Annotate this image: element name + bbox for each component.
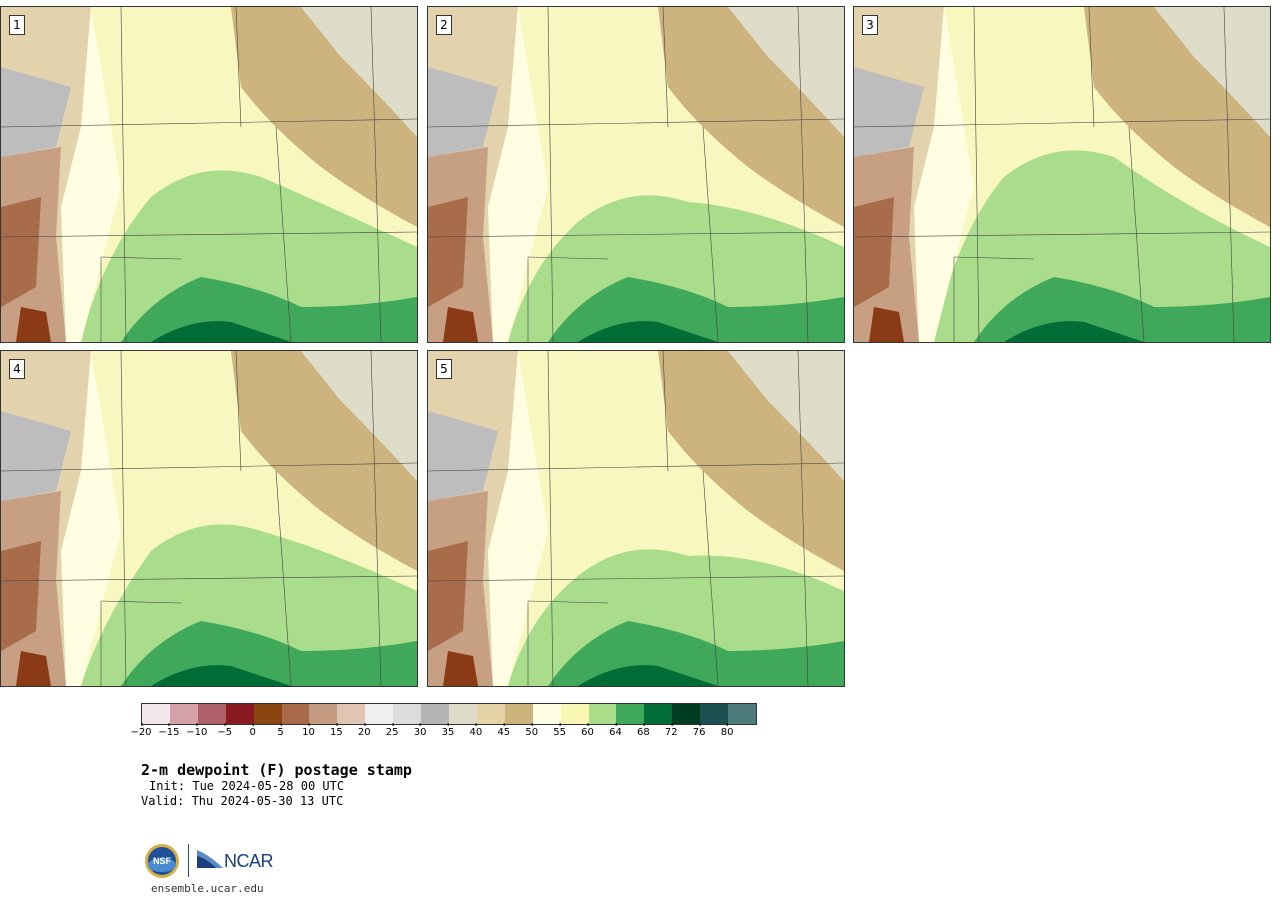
ensemble-member-map-2: 2 bbox=[427, 6, 845, 343]
colorbar-swatch bbox=[309, 704, 338, 724]
dewpoint-map bbox=[428, 351, 844, 686]
colorbar-swatch bbox=[728, 704, 756, 724]
nsf-logo-icon: NSF bbox=[145, 844, 179, 878]
colorbar-swatch bbox=[393, 704, 422, 724]
colorbar-tick-label: 80 bbox=[720, 723, 734, 738]
valid-time: Valid: Thu 2024-05-30 13 UTC bbox=[141, 794, 344, 808]
colorbar-swatch bbox=[142, 704, 170, 724]
colorbar-tick-label: 10 bbox=[302, 723, 315, 738]
colorbar-swatch bbox=[169, 704, 198, 724]
colorbar-swatch bbox=[337, 704, 366, 724]
colorbar-swatch bbox=[365, 704, 394, 724]
colorbar-swatch bbox=[504, 704, 533, 724]
colorbar-swatch bbox=[476, 704, 505, 724]
init-time: Init: Tue 2024-05-28 00 UTC bbox=[149, 779, 345, 793]
dewpoint-map bbox=[1, 7, 417, 342]
colorbar-swatch bbox=[421, 704, 449, 724]
colorbar-swatch bbox=[448, 704, 477, 724]
colorbar-swatch bbox=[532, 704, 561, 724]
logo-divider bbox=[188, 844, 189, 877]
colorbar-tick-label: 20 bbox=[357, 723, 371, 738]
colorbar-tick-label: 30 bbox=[413, 723, 427, 738]
plot-title: 2-m dewpoint (F) postage stamp bbox=[141, 761, 412, 779]
colorbar-tick-label: −20 bbox=[130, 723, 152, 738]
colorbar-swatch bbox=[281, 704, 310, 724]
member-number-label: 2 bbox=[436, 15, 452, 35]
colorbar-tick-label: 76 bbox=[692, 723, 706, 738]
colorbar-tick-label: 35 bbox=[441, 723, 455, 738]
ensemble-member-map-3: 3 bbox=[853, 6, 1271, 343]
colorbar-swatch bbox=[253, 704, 282, 724]
colorbar-tick-label: 5 bbox=[277, 723, 284, 738]
colorbar-tick-label: −5 bbox=[217, 723, 233, 738]
colorbar-tick-label: 40 bbox=[469, 723, 483, 738]
colorbar-swatch bbox=[588, 704, 617, 724]
colorbar-tick-label: 50 bbox=[525, 723, 539, 738]
colorbar-tick-label: 45 bbox=[497, 723, 511, 738]
colorbar-tick-labels: −20 −15 −10 −5 0 5 10 15 20 25 30 35 40 45 50 55 60 64 68 7… bbox=[130, 723, 755, 743]
colorbar-swatch bbox=[672, 704, 701, 724]
ensemble-member-map-1: 1 bbox=[0, 6, 418, 343]
colorbar-tick-label: 15 bbox=[329, 723, 343, 738]
dewpoint-colorbar bbox=[141, 703, 757, 725]
colorbar-tick-label: 64 bbox=[609, 723, 622, 738]
colorbar-swatch bbox=[616, 704, 645, 724]
member-number-label: 3 bbox=[862, 15, 878, 35]
colorbar-swatch bbox=[700, 704, 729, 724]
member-number-label: 1 bbox=[9, 15, 25, 35]
colorbar-swatch bbox=[225, 704, 254, 724]
colorbar-swatch bbox=[560, 704, 589, 724]
colorbar-swatch bbox=[197, 704, 226, 724]
dewpoint-map bbox=[854, 7, 1270, 342]
colorbar-tick-label: 55 bbox=[553, 723, 566, 738]
dewpoint-map bbox=[428, 7, 844, 342]
ncar-logo-icon bbox=[197, 850, 223, 868]
member-number-label: 5 bbox=[436, 359, 452, 379]
colorbar-tick-label: −15 bbox=[158, 723, 180, 738]
colorbar-tick-label: 0 bbox=[249, 723, 256, 738]
colorbar-tick-label: 60 bbox=[581, 723, 594, 738]
colorbar-tick-label: −10 bbox=[186, 723, 208, 738]
ncar-logo-text: NCAR bbox=[224, 851, 274, 871]
colorbar-tick-label: 68 bbox=[636, 723, 650, 738]
colorbar-swatch bbox=[644, 704, 673, 724]
ensemble-member-map-4: 4 bbox=[0, 350, 418, 687]
colorbar-tick-label: 25 bbox=[385, 723, 399, 738]
colorbar-tick-label: 72 bbox=[664, 723, 678, 738]
dewpoint-map bbox=[1, 351, 417, 686]
svg-text:NSF: NSF bbox=[153, 856, 172, 866]
source-url: ensemble.ucar.edu bbox=[151, 882, 264, 895]
ensemble-member-map-5: 5 bbox=[427, 350, 845, 687]
sponsor-logos: NSF NCAR bbox=[144, 843, 274, 879]
member-number-label: 4 bbox=[9, 359, 25, 379]
